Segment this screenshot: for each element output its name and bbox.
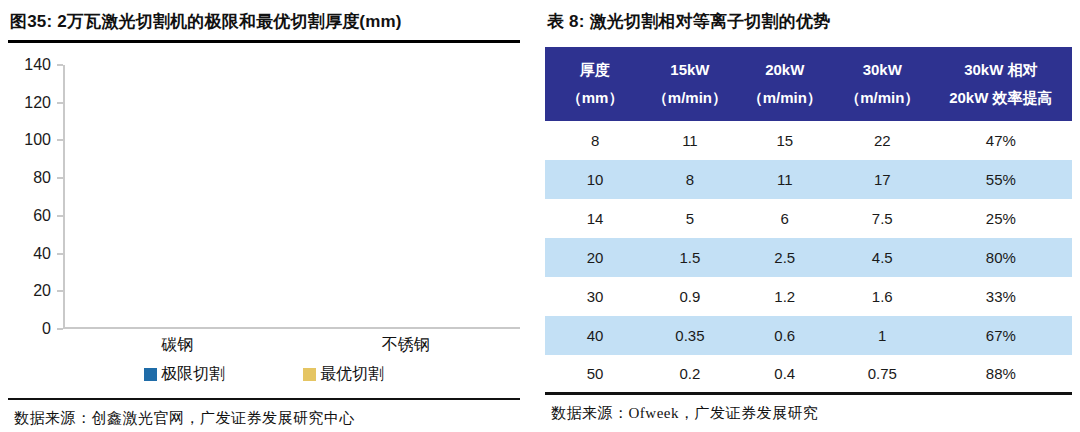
table-cell: 47% — [930, 121, 1072, 160]
table-header-cell: 30kW（m/min） — [835, 47, 930, 121]
table-cell: 11 — [645, 121, 735, 160]
table-cell: 5 — [645, 199, 735, 238]
table-cell: 1.5 — [645, 238, 735, 277]
bar-chart: 020406080100120140 — [8, 65, 520, 329]
table-cell: 20 — [545, 238, 645, 277]
y-tick-label: 20 — [33, 283, 51, 299]
table-cell: 4.5 — [835, 238, 930, 277]
table-title: 表 8: 激光切割相对等离子切割的优势 — [545, 6, 1072, 40]
table-cell: 0.75 — [835, 355, 930, 394]
legend-item-limit-cut: 极限切割 — [144, 364, 225, 385]
table-cell: 2.5 — [735, 238, 835, 277]
table-cell: 50 — [545, 355, 645, 394]
plot-area — [63, 65, 520, 329]
y-axis: 020406080100120140 — [8, 65, 63, 329]
legend-swatch-blue — [144, 368, 157, 381]
table-cell: 15 — [735, 121, 835, 160]
table-panel: 表 8: 激光切割相对等离子切割的优势 厚度（mm） 15kW（m/min） 2… — [545, 6, 1072, 432]
y-tick-label: 0 — [42, 321, 51, 337]
x-axis-labels: 碳钢 不锈钢 — [63, 335, 520, 356]
y-tick-label: 140 — [24, 57, 51, 73]
table-cell: 1.6 — [835, 277, 930, 316]
y-tick-label: 60 — [33, 208, 51, 224]
table-row: 10 8 11 17 55% — [545, 160, 1072, 199]
table-cell: 55% — [930, 160, 1072, 199]
chart-title: 图35: 2万瓦激光切割机的极限和最优切割厚度(mm) — [8, 6, 520, 43]
table-cell: 25% — [930, 199, 1072, 238]
y-tick-label: 40 — [33, 246, 51, 262]
table-header-cell: 20kW（m/min） — [735, 47, 835, 121]
table-cell: 0.6 — [735, 316, 835, 355]
table-row: 8 11 15 22 47% — [545, 121, 1072, 160]
table-header-cell: 30kW 相对20kW 效率提高 — [930, 47, 1072, 121]
chart-legend: 极限切割 最优切割 — [8, 364, 520, 385]
table-cell: 1 — [835, 316, 930, 355]
table-cell: 11 — [735, 160, 835, 199]
x-label-stainless-steel: 不锈钢 — [292, 335, 521, 356]
x-label-carbon-steel: 碳钢 — [63, 335, 292, 356]
table-cell: 67% — [930, 316, 1072, 355]
table-source: 数据来源：Ofweek，广发证券发展研究 — [545, 395, 1072, 423]
table-cell: 8 — [645, 160, 735, 199]
table-cell: 1.2 — [735, 277, 835, 316]
table-cell: 40 — [545, 316, 645, 355]
table-cell: 7.5 — [835, 199, 930, 238]
table-row: 20 1.5 2.5 4.5 80% — [545, 238, 1072, 277]
table-cell: 8 — [545, 121, 645, 160]
table-cell: 14 — [545, 199, 645, 238]
table-row: 50 0.2 0.4 0.75 88% — [545, 355, 1072, 394]
y-tick-label: 80 — [33, 170, 51, 186]
table-cell: 88% — [930, 355, 1072, 394]
y-tick-label: 120 — [24, 95, 51, 111]
legend-label: 极限切割 — [161, 364, 225, 385]
table-header-row: 厚度（mm） 15kW（m/min） 20kW（m/min） 30kW（m/mi… — [545, 47, 1072, 121]
chart-source: 数据来源：创鑫激光官网，广发证券发展研究中心 — [8, 400, 520, 428]
table-cell: 80% — [930, 238, 1072, 277]
chart-panel: 图35: 2万瓦激光切割机的极限和最优切割厚度(mm) 0 20 40 60 80 100… — [8, 6, 520, 432]
table-cell: 22 — [835, 121, 930, 160]
legend-label: 最优切割 — [320, 364, 384, 385]
y-tick-label: 100 — [24, 132, 51, 148]
table-cell: 10 — [545, 160, 645, 199]
cutting-speed-table: 厚度（mm） 15kW（m/min） 20kW（m/min） 30kW（m/mi… — [545, 47, 1072, 395]
table-cell: 30 — [545, 277, 645, 316]
table-cell: 17 — [835, 160, 930, 199]
table-cell: 0.4 — [735, 355, 835, 394]
table-row: 14 5 6 7.5 25% — [545, 199, 1072, 238]
table-cell: 33% — [930, 277, 1072, 316]
table-header-cell: 15kW（m/min） — [645, 47, 735, 121]
table-row: 40 0.35 0.6 1 67% — [545, 316, 1072, 355]
table-cell: 0.9 — [645, 277, 735, 316]
table-cell: 0.35 — [645, 316, 735, 355]
table-cell: 0.2 — [645, 355, 735, 394]
legend-item-optimal-cut: 最优切割 — [303, 364, 384, 385]
table-header-cell: 厚度（mm） — [545, 47, 645, 121]
table-row: 30 0.9 1.2 1.6 33% — [545, 277, 1072, 316]
report-figures: 图35: 2万瓦激光切割机的极限和最优切割厚度(mm) 020406080100… — [0, 0, 1080, 432]
table-cell: 6 — [735, 199, 835, 238]
legend-swatch-yellow — [303, 368, 316, 381]
